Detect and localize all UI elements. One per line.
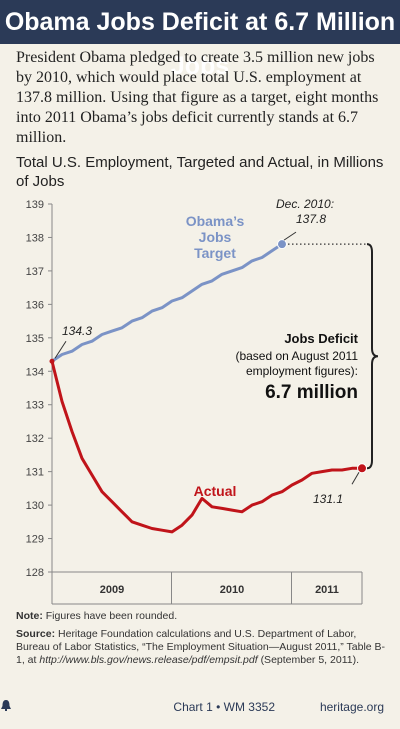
y-tick-label: 129 [26, 534, 44, 546]
y-tick-label: 135 [26, 333, 44, 345]
target-leader [283, 231, 297, 241]
target-series-label-1: Obama’s [186, 213, 245, 229]
y-tick-label: 139 [26, 199, 44, 211]
y-tick-label: 132 [26, 433, 44, 445]
source-url[interactable]: http://www.bls.gov/news.release/pdf/emps… [39, 654, 258, 666]
footer: Chart 1 • WM 3352 heritage.org [0, 694, 400, 729]
chart-title: Total U.S. Employment, Targeted and Actu… [16, 154, 384, 190]
source-label: Source: [16, 628, 56, 640]
y-tick-label: 128 [26, 567, 44, 579]
note-line: Note: Figures have been rounded. [16, 610, 388, 623]
target-series-label-3: Target [194, 245, 236, 261]
y-tick-label: 133 [26, 400, 44, 412]
actual-leader [351, 472, 360, 485]
site-link[interactable]: heritage.org [319, 700, 384, 714]
deficit-value: 6.7 million [265, 382, 358, 403]
actual-end-label: 131.1 [313, 492, 343, 506]
deficit-subtitle-1: (based on August 2011 [235, 349, 358, 363]
chart-id: Chart 1 • WM 3352 [173, 700, 275, 714]
y-tick-label: 138 [26, 232, 44, 244]
y-tick-label: 137 [26, 266, 44, 278]
deficit-title: Jobs Deficit [284, 331, 358, 346]
y-tick-label: 131 [26, 467, 44, 479]
deficit-subtitle-2: employment figures): [246, 364, 358, 378]
target-series-label-2: Jobs [199, 229, 232, 245]
intro-paragraph: President Obama pledged to create 3.5 mi… [16, 49, 379, 146]
start-leader [54, 340, 67, 359]
source-text: Heritage Foundation calculations and U.S… [16, 628, 386, 666]
start-value-label: 134.3 [62, 324, 92, 338]
notes-block: Note: Figures have been rounded. Source:… [16, 610, 388, 672]
start-point [49, 358, 55, 364]
note-label: Note: [16, 610, 43, 622]
series-line-actual [50, 359, 364, 534]
y-tick-label: 134 [26, 366, 44, 378]
actual-series-label: Actual [194, 483, 237, 499]
y-tick-label: 136 [26, 299, 44, 311]
source-date: (September 5, 2011). [260, 654, 360, 666]
deficit-bracket [366, 243, 379, 470]
target-endpoint [277, 239, 287, 250]
actual-endpoint [357, 463, 367, 474]
page-title: Obama Jobs Deficit at 6.7 Million Jobs [0, 0, 400, 80]
x-tick-label: 2010 [220, 584, 244, 596]
liberty-bell-icon [1, 700, 11, 711]
x-tick-label: 2011 [315, 584, 339, 596]
note-text: Figures have been rounded. [45, 610, 178, 622]
source-line: Source: Heritage Foundation calculations… [16, 628, 388, 667]
y-tick-label: 130 [26, 500, 44, 512]
target-date-label: Dec. 2010: [276, 197, 334, 211]
series-line-target [50, 242, 284, 363]
plot-area [52, 204, 362, 572]
target-value-label: 137.8 [296, 212, 326, 226]
x-tick-label: 2009 [100, 584, 124, 596]
